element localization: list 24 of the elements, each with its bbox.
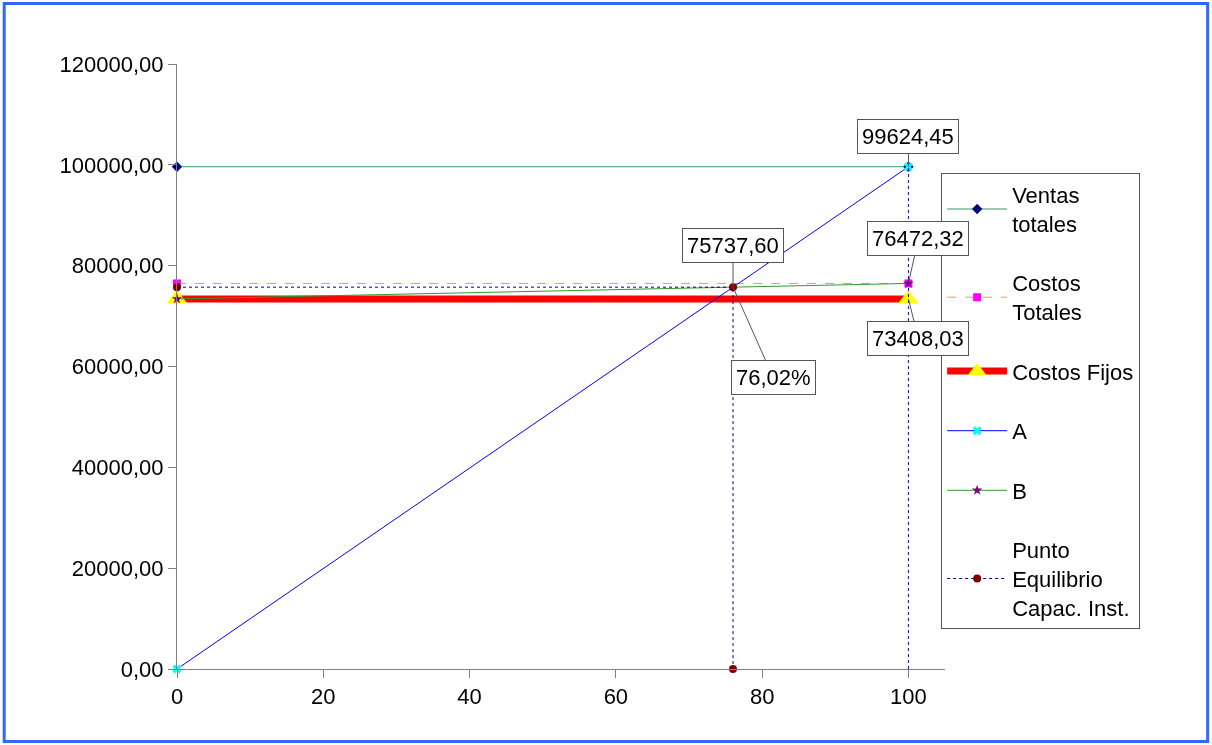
x-tick-label: 20 [311, 684, 336, 710]
y-tick-label: 80000,00 [71, 253, 164, 279]
data-label: 73408,03 [872, 326, 964, 351]
x-tick-label: 60 [603, 684, 629, 710]
legend-label: B [1012, 478, 1027, 504]
x-tick-label: 0 [170, 684, 184, 710]
legend-label: Costos Totales [1012, 271, 1082, 326]
x-tick-label: 100 [890, 684, 927, 710]
data-label: 99624,45 [862, 124, 954, 149]
x-tick-label: 40 [457, 684, 482, 710]
y-tick-label: 20000,00 [71, 555, 164, 581]
y-tick-label: 120000,00 [59, 51, 164, 77]
data-label: 76472,32 [872, 226, 964, 251]
annotation: 76,02% [736, 365, 811, 390]
data-label: 75737,60 [687, 233, 779, 258]
y-tick-label: 0,00 [120, 656, 164, 682]
y-tick-label: 100000,00 [59, 152, 164, 178]
legend-label: Punto Equilibrio Capac. Inst. [1012, 538, 1130, 621]
y-tick-label: 60000,00 [71, 354, 164, 380]
y-tick-label: 40000,00 [71, 455, 164, 481]
legend-label: Costos Fijos [1012, 359, 1134, 385]
x-tick-label: 80 [749, 684, 775, 710]
legend-label: Ventas totales [1012, 183, 1080, 237]
legend-label: A [1012, 419, 1028, 445]
